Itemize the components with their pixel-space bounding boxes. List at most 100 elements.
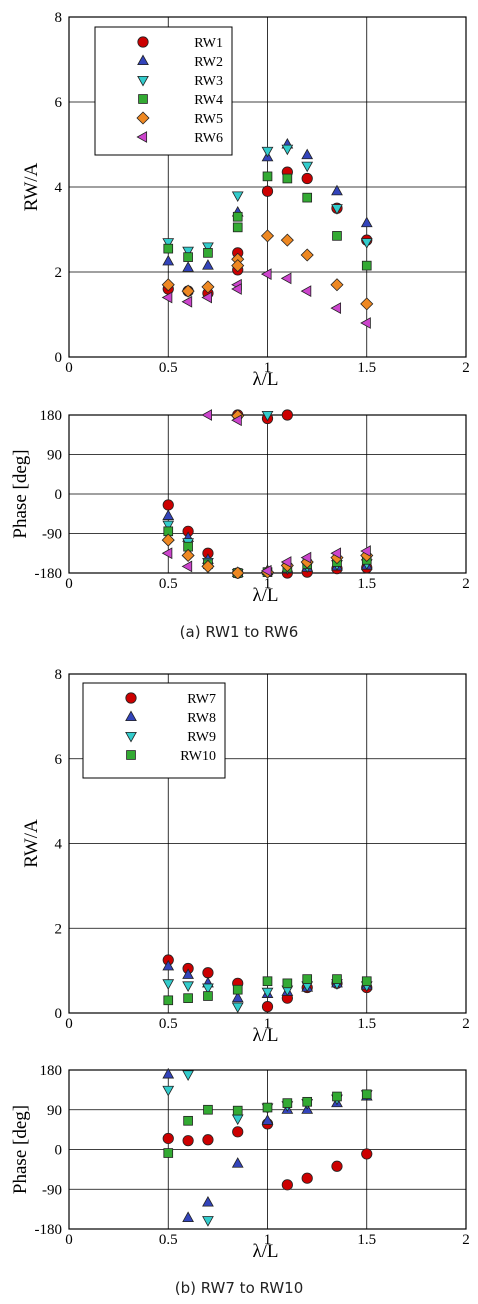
point-rw2 [301,148,314,160]
legend-marker-rw4 [138,94,148,104]
legend-marker-rw8 [125,710,137,722]
point-rw6 [360,545,371,557]
data-points [161,137,374,329]
y-tick-label: 0 [55,487,63,503]
legend-label-rw8: RW8 [187,711,216,726]
point-rw10 [302,974,313,984]
point-rw10 [203,991,213,1001]
plot-frame [68,1069,467,1230]
y-tick-label: 180 [40,1063,63,1079]
point-rw8 [261,1114,274,1125]
y-tick-label: 180 [40,408,63,424]
point-rw4 [183,252,193,262]
point-rw6 [231,283,242,295]
point-rw6 [300,285,312,298]
point-rw7 [361,1148,373,1160]
x-tick-label: 2 [462,1016,470,1032]
point-rw8 [162,959,175,971]
point-rw7 [281,1179,293,1191]
point-rw5 [360,297,374,311]
point-rw8 [231,1157,244,1168]
x-tick-label: 1 [264,1016,272,1032]
point-rw5 [161,278,175,292]
point-rw9 [162,979,175,990]
y-tick-label: 2 [55,921,63,937]
point-rw6 [280,272,292,285]
legend-label-rw1: RW1 [194,36,223,51]
panel-b-phase: 0 0.5 1 1.5 2 -180 -90 0 90 180 λ/L Phase [deg] [10,1063,470,1262]
x-tick-label: 1 [264,1232,272,1248]
point-rw10 [262,1102,273,1113]
point-rw3 [162,238,175,249]
point-rw10 [163,1148,174,1158]
point-rw6 [260,268,272,281]
y-axis-label: Phase [deg] [10,1105,31,1194]
point-rw6 [360,317,371,329]
point-rw6 [181,560,193,573]
x-tick-label: 0.5 [159,360,178,376]
x-tick-label: 2 [462,360,470,376]
point-rw9 [261,987,274,999]
point-rw10 [232,984,243,995]
point-rw6 [231,414,242,427]
y-tick-label: 2 [55,265,63,281]
point-rw4 [361,260,372,271]
point-rw10 [361,976,372,987]
point-rw4 [332,231,342,241]
point-rw6 [280,556,292,568]
point-rw10 [361,1089,372,1100]
y-tick-label: -90 [42,527,62,543]
point-rw4 [203,248,213,258]
point-rw7 [232,1126,244,1138]
point-rw9 [202,1216,214,1227]
point-rw2 [331,184,343,196]
point-rw2 [162,509,175,520]
point-rw8 [182,1211,194,1222]
point-rw6 [161,547,173,560]
point-rw5 [181,548,195,562]
point-rw10 [282,978,293,989]
point-rw10 [332,1091,342,1102]
x-tick-label: 1.5 [357,360,376,376]
point-rw5 [280,233,294,247]
point-rw5 [181,284,195,298]
point-rw6 [201,291,212,304]
panel-b-amplitude: 0 0.5 1 1.5 2 0 2 4 6 8 λ/L RW/A RW7 RW8 RW9 RW10 [21,667,470,1046]
legend-marker-rw2 [137,54,149,66]
x-tick-label: 0.5 [159,1232,178,1248]
caption-a: (a) RW1 to RW6 [180,623,299,641]
point-rw5 [201,280,215,294]
data-points [162,1067,373,1227]
legend-label-rw7: RW7 [187,692,216,707]
y-tick-label: -180 [35,1222,63,1238]
legend-marker-rw5 [136,111,150,125]
point-rw9 [182,981,194,992]
legend: RW1 RW2 RW3 RW4 RW5 RW6 [94,26,233,156]
y-tick-label: 4 [55,180,63,196]
point-rw4 [232,211,243,222]
point-rw3 [281,144,294,156]
legend-marker-rw6 [136,131,148,143]
x-tick-label: 1.5 [357,1232,376,1248]
point-rw4 [282,173,293,184]
point-rw5 [330,278,344,292]
panel-a-phase: 0 0.5 1 1.5 2 -180 -90 0 90 180 λ/L Phase [deg] [10,408,470,606]
point-rw4 [262,171,273,182]
x-tick-label: 0.5 [159,1016,178,1032]
y-axis-label: Phase [deg] [10,449,31,538]
legend-label-rw4: RW4 [194,93,223,108]
y-tick-label: 0 [55,350,63,366]
legend-label-rw6: RW6 [194,131,223,146]
x-tick-label: 0 [65,360,73,376]
point-rw6 [330,302,342,315]
x-tick-label: 0 [65,576,73,592]
x-tick-label: 1.5 [357,576,376,592]
point-rw10 [262,976,273,987]
point-rw3 [202,242,214,254]
point-rw6 [330,547,342,560]
point-rw8 [182,968,194,979]
legend-marker-rw1 [137,36,149,48]
point-rw2 [202,259,214,270]
point-rw3 [301,161,314,173]
